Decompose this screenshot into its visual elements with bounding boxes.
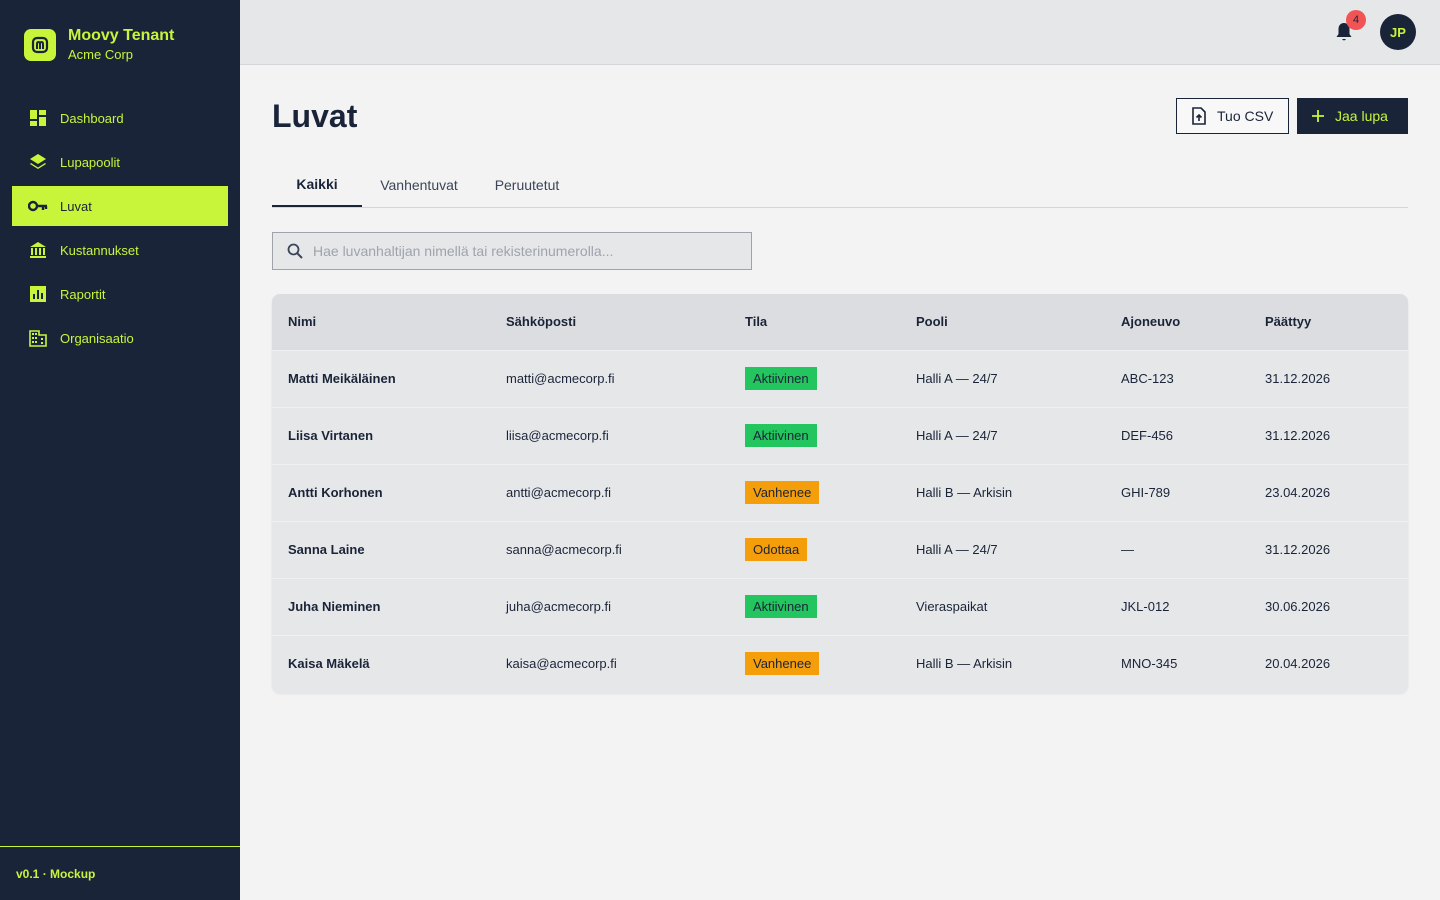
status-badge: Vanhenee	[745, 652, 820, 676]
search-field	[272, 232, 752, 270]
plus-icon	[1311, 109, 1325, 123]
column-header-tila[interactable]: Tila	[745, 314, 768, 330]
m-logo-icon	[24, 29, 56, 61]
version-label: v0.1 · Mockup	[0, 846, 240, 900]
sidebar-item-lupapoolit[interactable]: Lupapoolit	[12, 142, 228, 182]
column-header-nimi[interactable]: Nimi	[288, 314, 317, 330]
add-permit-label: Jaa lupa	[1335, 108, 1388, 124]
cell-ends: 30.06.2026	[1265, 599, 1331, 614]
cell-vehicle: JKL-012	[1121, 599, 1170, 614]
cell-pool: Halli B — Arkisin	[916, 656, 1013, 672]
cell-email: matti@acmecorp.fi	[506, 371, 615, 386]
cell-vehicle: —	[1121, 542, 1134, 557]
cell-ends: 31.12.2026	[1265, 428, 1331, 443]
cell-status: Vanhenee	[729, 464, 900, 521]
cell-vehicle: DEF-456	[1121, 428, 1174, 443]
search-input[interactable]	[313, 243, 733, 259]
status-badge: Aktiivinen	[745, 424, 817, 447]
sidebar-item-label: Organisaatio	[60, 330, 134, 346]
cell-status: Vanhenee	[729, 635, 900, 692]
sidebar-item-label: Raportit	[60, 286, 106, 302]
sidebar-item-raportit[interactable]: Raportit	[12, 274, 228, 314]
permits-table: Nimi Sähköposti Tila Pooli Ajoneuvo Päät…	[272, 294, 1408, 693]
tab-peruutetut[interactable]: Peruutetut	[494, 176, 560, 193]
cell-ends: 31.12.2026	[1265, 371, 1331, 386]
cell-pool: Halli A — 24/7	[916, 428, 998, 443]
cell-name: Liisa Virtanen	[288, 428, 374, 443]
cell-vehicle: GHI-789	[1121, 485, 1171, 500]
key-icon	[28, 196, 48, 216]
table-row[interactable]: Liisa Virtanen liisa@acmecorp.fi Aktiivi…	[272, 407, 1408, 464]
table-header-row: Nimi Sähköposti Tila Pooli Ajoneuvo Päät…	[272, 294, 1408, 350]
cell-email: juha@acmecorp.fi	[506, 599, 611, 614]
sidebar-item-luvat[interactable]: Luvat	[12, 186, 228, 226]
brand[interactable]: Moovy Tenant Acme Corp	[24, 26, 174, 64]
sidebar-nav: Dashboard Lupapoolit Luvat Kustannukset …	[12, 98, 228, 362]
bar-chart-icon	[28, 284, 48, 304]
tab-kaikki[interactable]: Kaikki	[272, 162, 362, 207]
cell-pool: Halli A — 24/7	[916, 542, 998, 557]
sidebar-item-label: Lupapoolit	[60, 154, 120, 170]
cell-vehicle: MNO-345	[1121, 656, 1178, 672]
add-permit-button[interactable]: Jaa lupa	[1297, 98, 1408, 134]
table-row[interactable]: Kaisa Mäkelä kaisa@acmecorp.fi Vanhenee …	[272, 635, 1408, 692]
table-row[interactable]: Antti Korhonen antti@acmecorp.fi Vanhene…	[272, 464, 1408, 521]
cell-ends: 31.12.2026	[1265, 542, 1331, 557]
import-csv-label: Tuo CSV	[1217, 108, 1274, 124]
topbar: 4 JP	[240, 0, 1440, 65]
table-row[interactable]: Sanna Laine sanna@acmecorp.fi Odottaa Ha…	[272, 521, 1408, 578]
avatar[interactable]: JP	[1380, 14, 1416, 50]
cell-status: Aktiivinen	[729, 578, 900, 635]
cell-email: liisa@acmecorp.fi	[506, 428, 609, 443]
tabs: Kaikki Vanhentuvat Peruutetut	[272, 162, 1408, 208]
page-title: Luvat	[272, 98, 358, 134]
sidebar-item-organisaatio[interactable]: Organisaatio	[12, 318, 228, 358]
status-badge: Aktiivinen	[745, 367, 817, 390]
sidebar-item-dashboard[interactable]: Dashboard	[12, 98, 228, 138]
bank-icon	[28, 240, 48, 260]
cell-pool: Vieraspaikat	[916, 599, 988, 614]
layers-icon	[28, 152, 48, 172]
column-header-pooli[interactable]: Pooli	[916, 314, 948, 330]
cell-pool: Halli B — Arkisin	[916, 485, 1013, 500]
cell-email: antti@acmecorp.fi	[506, 485, 611, 500]
cell-vehicle: ABC-123	[1121, 371, 1174, 386]
cell-name: Matti Meikäläinen	[288, 371, 396, 386]
column-header-sahkoposti[interactable]: Sähköposti	[506, 314, 577, 330]
sidebar-item-label: Dashboard	[60, 110, 124, 126]
cell-name: Kaisa Mäkelä	[288, 656, 370, 672]
cell-name: Juha Nieminen	[288, 599, 381, 614]
cell-name: Antti Korhonen	[288, 485, 383, 500]
status-badge: Odottaa	[745, 538, 808, 561]
dashboard-icon	[28, 108, 48, 128]
cell-status: Aktiivinen	[729, 407, 900, 464]
cell-pool: Halli A — 24/7	[916, 371, 998, 386]
sidebar-item-label: Luvat	[60, 198, 92, 214]
column-header-paattyy[interactable]: Päättyy	[1265, 314, 1312, 330]
cell-status: Odottaa	[729, 521, 900, 578]
notification-badge: 4	[1346, 10, 1366, 30]
import-csv-button[interactable]: Tuo CSV	[1176, 98, 1289, 134]
brand-title: Moovy Tenant	[68, 27, 175, 44]
cell-status: Aktiivinen	[729, 350, 900, 407]
cell-email: sanna@acmecorp.fi	[506, 542, 622, 557]
cell-name: Sanna Laine	[288, 542, 365, 557]
status-badge: Aktiivinen	[745, 595, 817, 618]
file-upload-icon	[1191, 107, 1207, 125]
brand-subtitle: Acme Corp	[68, 47, 134, 62]
table-row[interactable]: Matti Meikäläinen matti@acmecorp.fi Akti…	[272, 350, 1408, 407]
search-icon	[287, 243, 303, 259]
sidebar-item-label: Kustannukset	[60, 242, 139, 258]
column-header-ajoneuvo[interactable]: Ajoneuvo	[1121, 314, 1181, 330]
status-badge: Vanhenee	[745, 481, 820, 504]
sidebar: Moovy Tenant Acme Corp Dashboard Lupapoo…	[0, 0, 240, 900]
building-icon	[28, 328, 48, 348]
sidebar-item-kustannukset[interactable]: Kustannukset	[12, 230, 228, 270]
cell-ends: 23.04.2026	[1265, 485, 1331, 500]
cell-ends: 20.04.2026	[1265, 656, 1331, 672]
cell-email: kaisa@acmecorp.fi	[506, 656, 617, 672]
table-row[interactable]: Juha Nieminen juha@acmecorp.fi Aktiivine…	[272, 578, 1408, 635]
tab-vanhentuvat[interactable]: Vanhentuvat	[380, 176, 458, 193]
